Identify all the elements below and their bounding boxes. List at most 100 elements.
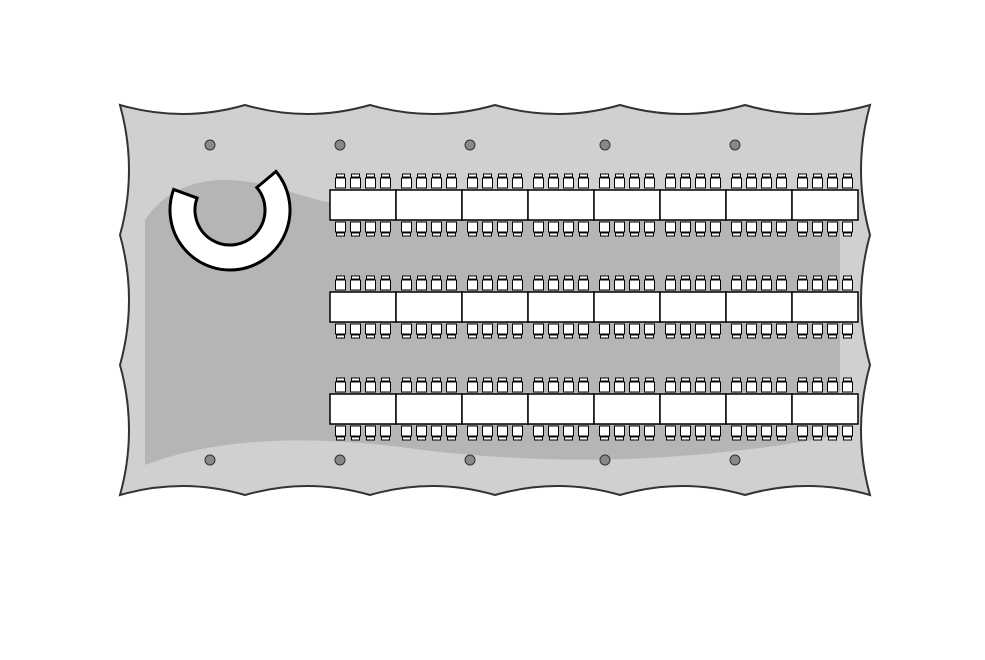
chair <box>711 324 721 334</box>
chair <box>843 426 853 436</box>
chair <box>696 178 706 188</box>
chair <box>513 426 523 436</box>
chair <box>366 426 376 436</box>
chair <box>732 426 742 436</box>
chair <box>711 382 721 392</box>
chair <box>432 382 442 392</box>
chair <box>666 178 676 188</box>
chair <box>579 426 589 436</box>
chair <box>615 426 625 436</box>
chair <box>645 222 655 232</box>
chair <box>513 178 523 188</box>
chair <box>447 280 457 290</box>
chair <box>579 280 589 290</box>
chair <box>843 324 853 334</box>
chair <box>762 324 772 334</box>
tent-pole <box>205 455 215 465</box>
tent-pole <box>335 455 345 465</box>
chair <box>351 280 361 290</box>
tent-pole <box>465 140 475 150</box>
chair <box>777 382 787 392</box>
chair <box>381 178 391 188</box>
chair <box>549 324 559 334</box>
chair <box>564 324 574 334</box>
chair <box>498 426 508 436</box>
chair <box>828 426 838 436</box>
chair <box>534 426 544 436</box>
chair <box>777 280 787 290</box>
chair <box>366 280 376 290</box>
chair <box>366 178 376 188</box>
chair <box>381 382 391 392</box>
chair <box>828 222 838 232</box>
chair <box>711 178 721 188</box>
tent-pole <box>730 140 740 150</box>
chair <box>579 178 589 188</box>
chair <box>798 222 808 232</box>
chair <box>630 222 640 232</box>
chair <box>468 280 478 290</box>
chair <box>615 280 625 290</box>
chair <box>747 382 757 392</box>
chair <box>630 178 640 188</box>
chair <box>798 324 808 334</box>
chair <box>336 426 346 436</box>
chair <box>681 382 691 392</box>
chair <box>645 426 655 436</box>
chair <box>381 280 391 290</box>
chair <box>402 382 412 392</box>
chair <box>534 324 544 334</box>
chair <box>447 324 457 334</box>
chair <box>747 222 757 232</box>
chair <box>711 280 721 290</box>
chair <box>336 324 346 334</box>
chair <box>432 222 442 232</box>
chair <box>513 280 523 290</box>
chair <box>600 324 610 334</box>
chair <box>351 178 361 188</box>
chair <box>534 382 544 392</box>
chair <box>564 426 574 436</box>
chair <box>615 382 625 392</box>
chair <box>579 382 589 392</box>
chair <box>762 222 772 232</box>
chair <box>813 178 823 188</box>
chair <box>645 382 655 392</box>
chair <box>711 222 721 232</box>
chair <box>696 280 706 290</box>
chair <box>747 426 757 436</box>
chair <box>615 324 625 334</box>
chair <box>843 280 853 290</box>
chair <box>564 222 574 232</box>
chair <box>513 382 523 392</box>
chair <box>432 178 442 188</box>
chair <box>366 382 376 392</box>
chair <box>564 382 574 392</box>
chair <box>600 426 610 436</box>
chair <box>549 426 559 436</box>
chair <box>813 324 823 334</box>
chair <box>468 324 478 334</box>
chair <box>747 280 757 290</box>
chair <box>336 382 346 392</box>
chair <box>828 280 838 290</box>
chair <box>351 324 361 334</box>
chair <box>513 324 523 334</box>
tent-pole <box>600 140 610 150</box>
chair <box>630 280 640 290</box>
chair <box>681 426 691 436</box>
chair <box>498 222 508 232</box>
chair <box>681 178 691 188</box>
chair <box>732 280 742 290</box>
chair <box>534 222 544 232</box>
chair <box>600 382 610 392</box>
chair <box>813 426 823 436</box>
chair <box>645 280 655 290</box>
chair <box>447 426 457 436</box>
chair <box>417 324 427 334</box>
chair <box>798 178 808 188</box>
chair <box>468 382 478 392</box>
chair <box>798 280 808 290</box>
chair <box>468 426 478 436</box>
chair <box>666 222 676 232</box>
